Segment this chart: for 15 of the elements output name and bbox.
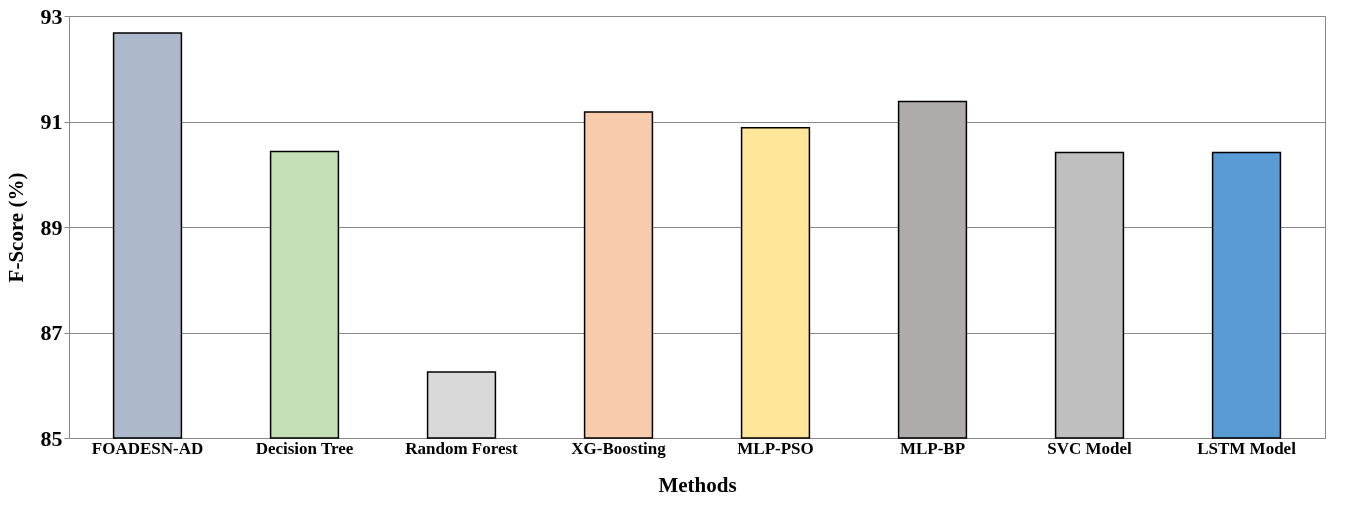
x-tick-label: Random Forest [405,438,519,458]
x-tick-label: MLP-BP [899,438,966,458]
y-axis-title: F-Score (%) [3,172,28,283]
x-tick-label: Decision Tree [255,438,354,458]
x-tick-label: LSTM Model [1197,438,1297,458]
y-tick-label: 89 [40,214,63,240]
x-tick-label: SVC Model [1047,438,1133,458]
y-tick-label: 91 [40,109,63,134]
x-tick-label: XG-Boosting [571,438,667,458]
x-axis-title: Methods [658,472,737,497]
y-tick-label: 85 [40,425,63,451]
x-tick-label: FOADESN-AD [91,438,204,458]
x-tick-label: MLP-PSO [737,438,814,458]
y-tick-label: 87 [40,320,63,345]
y-tick-label: 93 [40,3,63,29]
